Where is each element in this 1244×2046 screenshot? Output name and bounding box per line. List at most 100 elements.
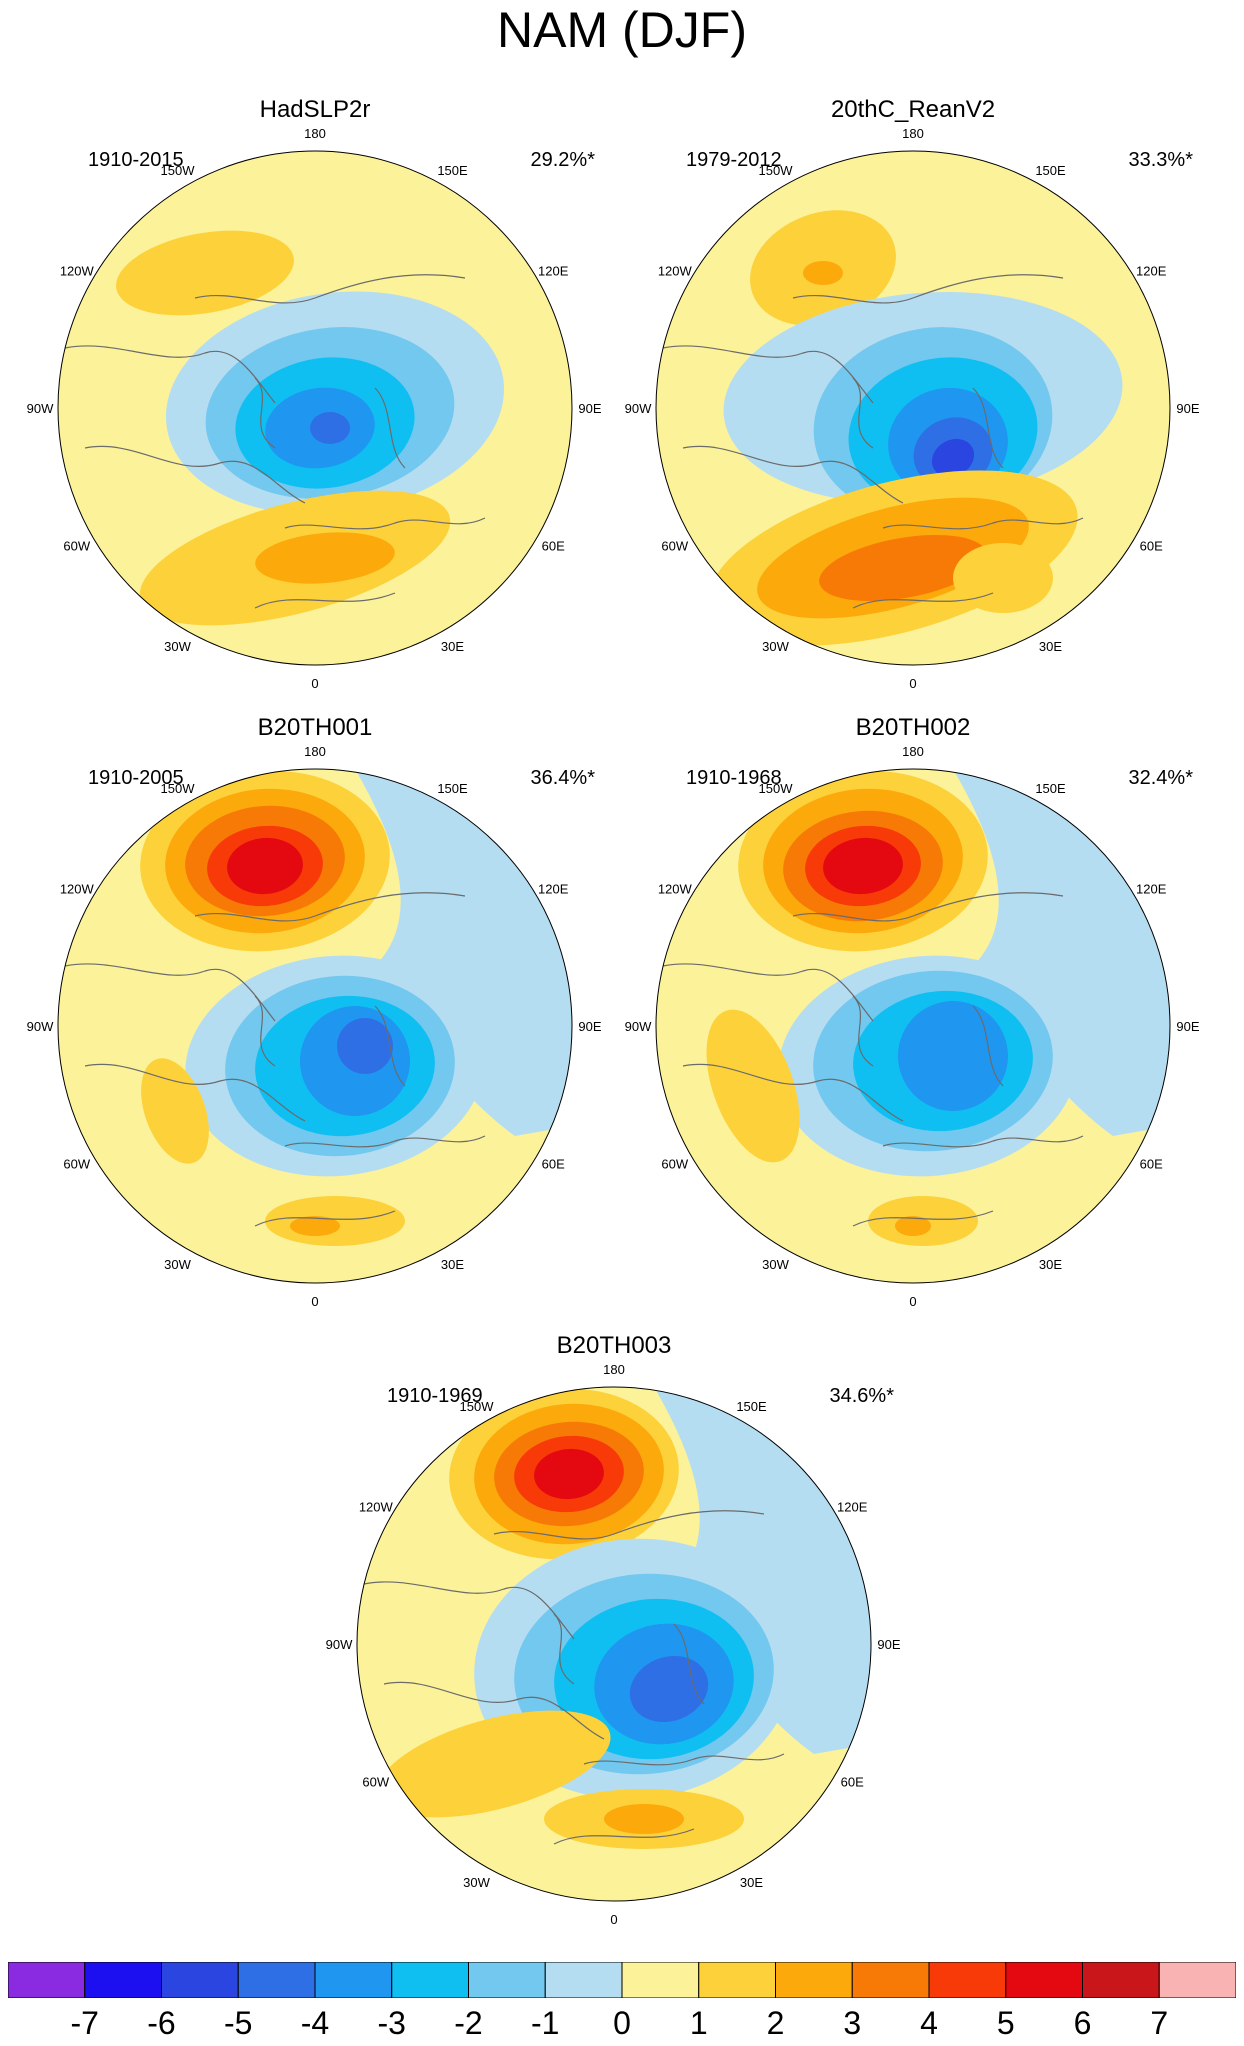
longitude-label: 30E (441, 1257, 464, 1272)
figure-title: NAM (DJF) (497, 2, 747, 58)
longitude-label: 0 (311, 676, 318, 691)
anomaly-contour (819, 534, 987, 602)
longitude-label: 30W (164, 1257, 191, 1272)
colorbar-label: -6 (147, 2005, 176, 2041)
coastline (852, 592, 994, 609)
longitude-label: 120E (837, 1500, 868, 1515)
colorbar-swatch (161, 1962, 239, 1998)
coastline (254, 377, 276, 449)
colorbar-label: 5 (996, 2005, 1015, 2041)
map-panel: 20thC_ReanV2 1979-2012 33.3%* 180 150E 120E 90… (623, 0, 1203, 691)
colorbar-swatch (544, 1962, 623, 1998)
longitude-label: 30E (1039, 639, 1062, 654)
longitude-label: 30E (441, 639, 464, 654)
panel-explained-variance: 33.3%* (1128, 149, 1194, 171)
map-border (655, 150, 1171, 666)
coastline (673, 1623, 705, 1705)
coastline (682, 445, 904, 504)
longitude-label: 0 (909, 676, 916, 691)
anomaly-contour (898, 1001, 1008, 1111)
anomaly-contour (534, 1448, 604, 1500)
coastline (284, 1135, 486, 1148)
colorbar-label: -3 (377, 2005, 406, 2041)
longitude-label: 150W (759, 781, 794, 796)
polar-map: 180 150E 120E 90E 60E 30E 0 30W 60W 90W 120W 150W (625, 744, 1200, 1309)
coastline (972, 1005, 1004, 1087)
panel-period: 1910-1968 (686, 767, 782, 789)
coastline (972, 387, 1004, 469)
colorbar-swatch (468, 1962, 546, 1998)
longitude-label: 90W (27, 401, 54, 416)
anomaly-contour (310, 412, 350, 444)
anomaly-contour (803, 261, 843, 285)
longitude-label: 90W (625, 1019, 652, 1034)
longitude-label: 180 (304, 744, 326, 759)
colorbar-svg (8, 1962, 1236, 1998)
panel-explained-variance: 29.2%* (530, 149, 596, 171)
colorbar-swatch (698, 1962, 776, 1998)
coastline (493, 1510, 765, 1540)
longitude-label: 30W (463, 1875, 490, 1890)
polar-map: 180 150E 120E 90E 60E 30E 0 30W 60W 90W 120W 150W (27, 744, 602, 1309)
colorbar-labels: -7 -6 -5 -4 -3 -2 -1 0 1 2 3 4 5 6 7 (0, 2004, 1244, 2044)
anomaly-contour (604, 1804, 684, 1834)
anomaly-contour (337, 1018, 393, 1074)
longitude-label: 90W (326, 1637, 353, 1652)
colorbar-label: -7 (70, 2005, 99, 2041)
colorbar-label: 2 (766, 2005, 785, 2041)
map-border (57, 768, 573, 1284)
longitude-label: 180 (603, 1362, 625, 1377)
coastlines (64, 274, 486, 609)
longitude-label: 90E (877, 1637, 900, 1652)
longitude-label: 120E (538, 264, 569, 279)
longitude-label: 60W (63, 539, 90, 554)
coastline (583, 1753, 785, 1766)
longitude-label: 60E (542, 1157, 565, 1172)
longitude-label: 90E (1176, 401, 1199, 416)
longitude-label: 60W (661, 1157, 688, 1172)
colorbar-label: -4 (300, 2005, 330, 2041)
coastline (792, 274, 1064, 304)
colorbar-label: 7 (1150, 2005, 1169, 2041)
coastlines (363, 1510, 785, 1845)
colorbar-swatch (775, 1962, 853, 1998)
panel-explained-variance: 34.6%* (829, 1385, 895, 1407)
longitude-label: 150W (460, 1399, 495, 1414)
longitude-label: 120E (538, 882, 569, 897)
longitude-label: 30W (762, 639, 789, 654)
panel-period: 1910-2005 (88, 767, 184, 789)
longitude-label: 30W (164, 639, 191, 654)
colorbar-label: 0 (613, 2005, 631, 2041)
longitude-label: 150E (437, 163, 468, 178)
panel-period: 1979-2012 (686, 149, 782, 171)
anomaly-contour (823, 837, 903, 895)
coastline (194, 892, 466, 922)
panel-explained-variance: 36.4%* (530, 767, 596, 789)
longitude-label: 180 (902, 126, 924, 141)
coastline (363, 1581, 575, 1640)
longitude-label: 90E (578, 1019, 601, 1034)
map-panel: B20TH003 1910-1969 34.6%* 180 150E 120E 90E 60E… (324, 1236, 904, 1927)
colorbar-swatch (1158, 1962, 1236, 1998)
longitude-label: 0 (610, 1912, 617, 1927)
polar-map: 180 150E 120E 90E 60E 30E 0 30W 60W 90W 120W 150W (625, 126, 1200, 691)
longitude-label: 60W (63, 1157, 90, 1172)
coastline (383, 1681, 605, 1740)
longitude-label: 120E (1136, 882, 1167, 897)
anomaly-contour (629, 1655, 709, 1723)
coastlines (64, 892, 486, 1227)
colorbar-label: 1 (689, 2005, 708, 2041)
anomaly-contour (895, 1216, 931, 1236)
colorbar-swatch (314, 1962, 393, 1998)
coastline (84, 1063, 306, 1122)
colorbar-swatch (1082, 1962, 1160, 1998)
panel-title: B20TH001 (257, 714, 373, 741)
longitude-label: 60E (1140, 539, 1163, 554)
panel-period: 1910-2015 (88, 149, 184, 171)
longitude-label: 120W (359, 1500, 394, 1515)
colorbar-label: -1 (531, 2005, 560, 2041)
coastline (662, 963, 874, 1022)
coastline (284, 517, 486, 530)
longitude-label: 60E (841, 1775, 864, 1790)
colorbar-swatch (391, 1962, 469, 1998)
